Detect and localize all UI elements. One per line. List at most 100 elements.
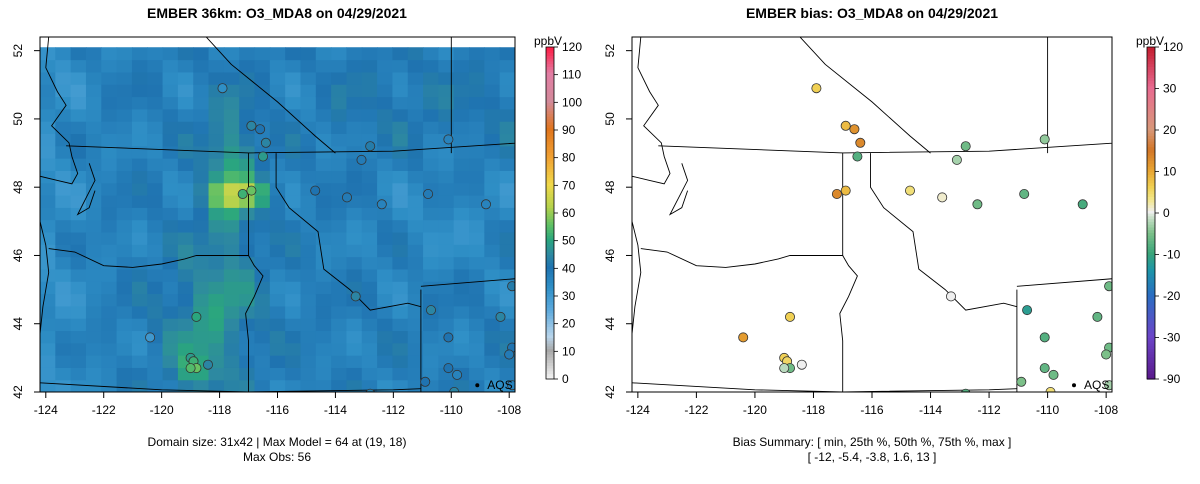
field-cell-866: [499, 59, 515, 73]
bias-point-19: [1104, 281, 1112, 292]
left-colorbar-segment-117: [546, 52, 554, 56]
field-cell-368: [239, 330, 256, 344]
field-cell-25: [40, 71, 56, 85]
right-x-axis: -124 -122 -120 -118 -116 -114 -112 -110 -108: [626, 392, 1118, 417]
field-cell-312: [208, 330, 225, 344]
right-colorbar-segment-62: [1147, 204, 1155, 209]
left-colorbar-segment-59: [546, 213, 554, 217]
field-cell-148: [116, 281, 133, 295]
field-cell-293: [193, 219, 210, 233]
field-cell-59: [70, 342, 87, 356]
field-cell-235: [162, 244, 179, 258]
field-cell-733: [438, 318, 455, 332]
field-cell-806: [469, 108, 485, 122]
left-colorbar-segment-67: [546, 190, 554, 195]
right-colorbar-segment-72: [1147, 177, 1155, 181]
field-cell-658: [392, 207, 409, 221]
left-chart-title: EMBER 36km: O3_MDA8 on 04/29/2021: [147, 5, 407, 21]
field-cell-750: [438, 108, 455, 122]
field-cell-73: [70, 170, 87, 184]
field-cell-463: [285, 194, 302, 208]
field-cell-93: [85, 268, 102, 282]
right-colorbar-segment-87: [1147, 135, 1155, 139]
field-cell-222: [147, 59, 164, 73]
field-cell-205: [147, 268, 164, 282]
field-cell-233: [162, 268, 179, 282]
left-colorbar-segment-47: [546, 246, 554, 250]
left-colorbar-segment-0: [546, 376, 554, 380]
field-cell-519: [315, 194, 332, 208]
field-cell-241: [162, 170, 179, 184]
field-cell-295: [193, 194, 210, 208]
field-cell-433: [269, 219, 286, 233]
field-cell-224: [162, 379, 179, 392]
bias-point-30: [1016, 376, 1027, 387]
field-cell-611: [361, 96, 378, 110]
left-colorbar-unit: ppbV: [534, 34, 562, 48]
field-cell-484: [300, 281, 317, 295]
field-cell-506: [315, 355, 332, 368]
field-cell-5: [40, 318, 56, 332]
field-cell-81: [70, 71, 87, 85]
field-cell-403: [254, 244, 271, 258]
field-cell-265: [177, 219, 194, 233]
field-cell-415: [254, 96, 271, 110]
right-colorbar-segment-101: [1147, 96, 1155, 101]
field-cell-2: [40, 355, 56, 368]
left-colorbar-segment-86: [546, 138, 554, 142]
right-colorbar-segment-119: [1147, 47, 1155, 51]
left-colorbar-segment-52: [546, 232, 554, 236]
left-colorbar-segment-69: [546, 185, 554, 189]
left-colorbar-segment-38: [546, 271, 554, 275]
field-cell-588: [361, 379, 378, 392]
field-cell-440: [269, 133, 286, 147]
field-cell-488: [300, 231, 317, 245]
field-cell-227: [162, 342, 179, 356]
field-cell-800: [469, 182, 485, 196]
field-cell-294: [193, 207, 210, 221]
right-aqs-legend-marker: [1072, 383, 1076, 388]
field-cell-409: [254, 170, 271, 184]
field-cell-830: [484, 158, 501, 171]
field-cell-420: [269, 379, 286, 392]
field-cell-173: [131, 318, 148, 332]
field-cell-223: [147, 47, 164, 61]
left-colorbar-segment-65: [546, 196, 554, 200]
right-bias-points: [738, 83, 1112, 392]
bias-point-4: [852, 151, 863, 162]
field-cell-289: [193, 268, 210, 282]
field-cell-654: [392, 256, 409, 270]
right-colorbar-segment-82: [1147, 149, 1155, 153]
field-cell-138: [101, 59, 118, 73]
field-cell-197: [147, 367, 164, 381]
field-cell-704: [423, 330, 439, 344]
left-colorbar-segment-93: [546, 118, 554, 123]
field-cell-327: [208, 145, 225, 159]
field-cell-271: [177, 145, 194, 159]
field-cell-533: [331, 367, 348, 381]
R-ytick-label-4: 50: [603, 112, 617, 126]
obs-point-29: [365, 388, 375, 392]
right-colorbar-segment-69: [1147, 185, 1155, 189]
field-cell-478: [300, 355, 317, 368]
field-cell-414: [254, 108, 271, 122]
field-cell-221: [147, 71, 164, 85]
field-cell-230: [162, 305, 179, 319]
field-cell-321: [208, 219, 225, 233]
bias-point-13: [1019, 188, 1030, 199]
right-colorbar-segment-16: [1147, 331, 1155, 336]
field-cell-508: [315, 330, 332, 344]
L-map-idaho-montana-border: [275, 153, 422, 311]
field-cell-216: [147, 133, 164, 147]
left-colorbar-label-9: 90: [562, 123, 576, 137]
left-colorbar-segment-105: [546, 85, 554, 90]
field-cell-648: [392, 330, 409, 344]
right-colorbar-segment-117: [1147, 52, 1155, 56]
field-cell-287: [193, 293, 210, 307]
field-cell-649: [392, 318, 409, 332]
field-cell-234: [162, 256, 179, 270]
field-cell-339: [223, 342, 240, 356]
right-footer-quantiles: [ -12, -5.4, -3.8, 1.6, 13 ]: [808, 450, 937, 464]
field-cell-621: [377, 318, 394, 332]
right-colorbar-segment-68: [1147, 188, 1155, 192]
